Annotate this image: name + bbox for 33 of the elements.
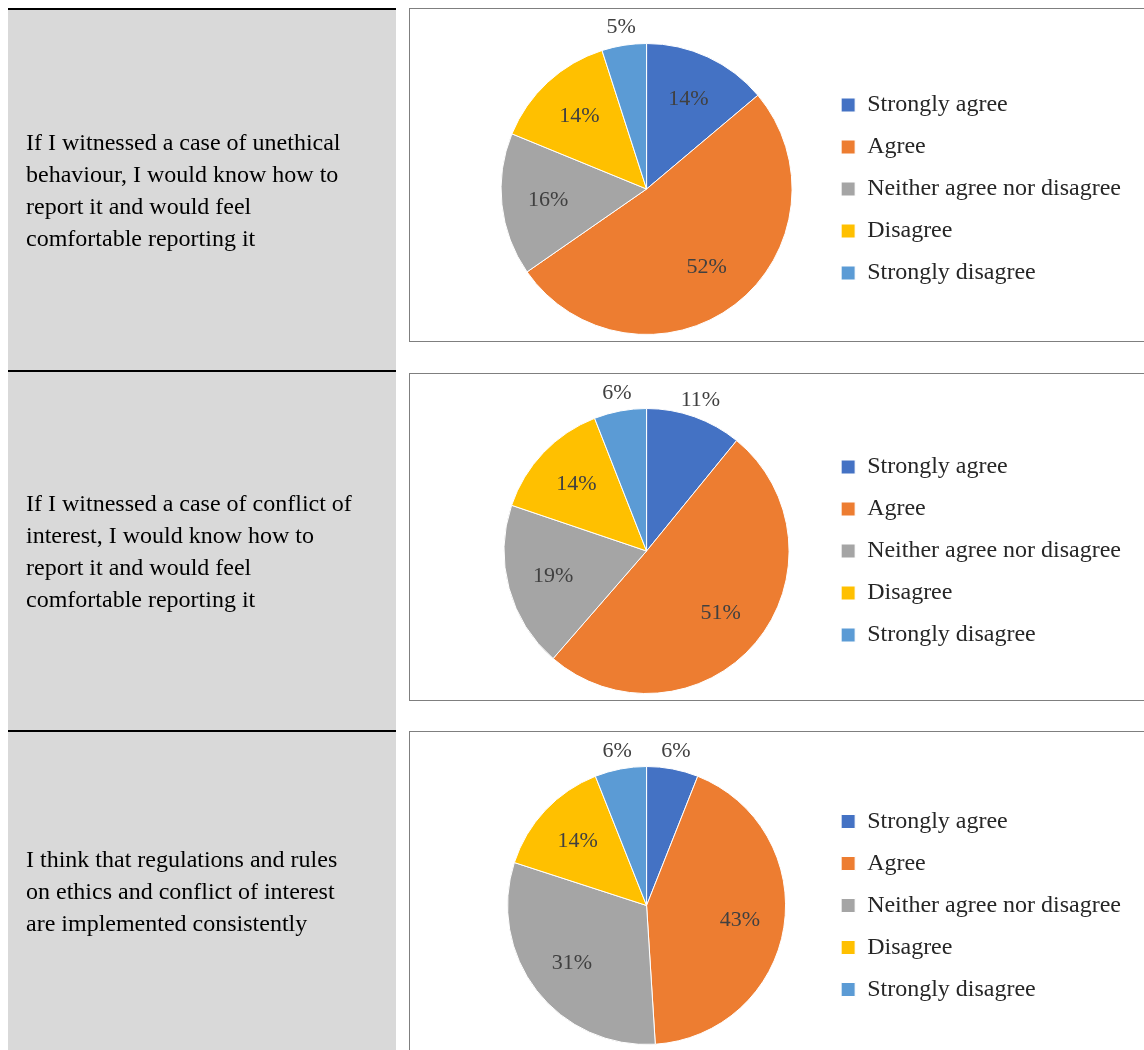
legend-label: Disagree	[867, 216, 953, 243]
data-label: 11%	[680, 385, 721, 411]
legend-label: Neither agree nor disagree	[867, 890, 1122, 917]
data-label: 14%	[559, 102, 600, 128]
data-label: 14%	[557, 826, 598, 852]
legend-label: Strongly agree	[867, 452, 1008, 479]
data-label: 14%	[668, 85, 709, 111]
data-label: 5%	[606, 13, 636, 39]
legend-label: Disagree	[867, 932, 953, 959]
legend-label: Neither agree nor disagree	[867, 174, 1122, 201]
data-label: 51%	[700, 599, 741, 625]
legend-label: Agree	[867, 494, 926, 521]
text: I think that regulations and rules on ethics and conflict of interest are implemented consistently	[25, 845, 339, 938]
data-label: 19%	[532, 562, 574, 588]
legend-label: Strongly agree	[867, 90, 1008, 117]
data-label: 6%	[661, 737, 691, 763]
data-label: 16%	[528, 185, 569, 211]
text: If I witnessed a case of unethical behaviour, I would know how to report it and would feel comfortable reporting it	[25, 128, 342, 253]
data-label: 43%	[719, 906, 761, 932]
legend-label: Strongly disagree	[867, 620, 1036, 647]
data-label: 52%	[686, 253, 727, 279]
legend-label: Neither agree nor disagree	[867, 536, 1122, 563]
data-label: 14%	[556, 469, 597, 495]
legend-label: Agree	[867, 132, 926, 159]
data-label: 6%	[602, 379, 632, 405]
legend-label: Strongly disagree	[867, 258, 1036, 285]
legend-label: Disagree	[867, 578, 953, 605]
data-label: 31%	[551, 949, 593, 975]
text: If I witnessed a case of conflict of interest, I would know how to report it and would feel comfortable reporting it	[25, 489, 353, 614]
data-label: 6%	[602, 737, 632, 763]
legend-label: Strongly agree	[867, 806, 1008, 833]
legend-label: Strongly disagree	[867, 974, 1036, 1001]
legend-label: Agree	[867, 848, 926, 875]
